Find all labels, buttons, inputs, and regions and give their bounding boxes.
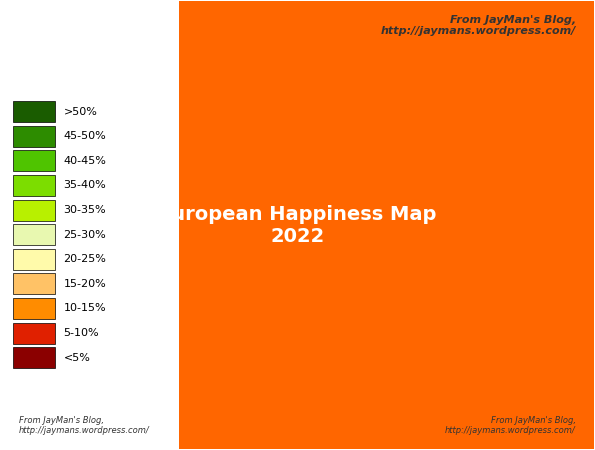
FancyBboxPatch shape xyxy=(13,101,55,122)
Text: 45-50%: 45-50% xyxy=(64,131,107,141)
Text: European Happiness Map
2022: European Happiness Map 2022 xyxy=(158,204,437,246)
FancyBboxPatch shape xyxy=(13,175,55,196)
FancyBboxPatch shape xyxy=(13,224,55,245)
Text: 5-10%: 5-10% xyxy=(64,328,99,338)
FancyBboxPatch shape xyxy=(179,1,594,449)
Text: <5%: <5% xyxy=(64,353,90,363)
FancyBboxPatch shape xyxy=(13,323,55,343)
FancyBboxPatch shape xyxy=(13,150,55,171)
Text: >50%: >50% xyxy=(64,107,98,117)
Text: From JayMan's Blog,
http://jaymans.wordpress.com/: From JayMan's Blog, http://jaymans.wordp… xyxy=(380,15,576,36)
Text: 15-20%: 15-20% xyxy=(64,279,107,289)
FancyBboxPatch shape xyxy=(13,200,55,220)
FancyBboxPatch shape xyxy=(13,298,55,319)
FancyBboxPatch shape xyxy=(13,249,55,270)
FancyBboxPatch shape xyxy=(13,126,55,147)
Text: From JayMan's Blog,
http://jaymans.wordpress.com/: From JayMan's Blog, http://jaymans.wordp… xyxy=(19,416,150,435)
Text: From JayMan's Blog,
http://jaymans.wordpress.com/: From JayMan's Blog, http://jaymans.wordp… xyxy=(445,416,576,435)
FancyBboxPatch shape xyxy=(13,274,55,294)
Text: 25-30%: 25-30% xyxy=(64,230,107,240)
Text: 10-15%: 10-15% xyxy=(64,303,106,314)
Text: 30-35%: 30-35% xyxy=(64,205,106,215)
Text: 20-25%: 20-25% xyxy=(64,254,107,264)
FancyBboxPatch shape xyxy=(13,347,55,368)
Text: 40-45%: 40-45% xyxy=(64,156,107,166)
Text: 35-40%: 35-40% xyxy=(64,180,107,190)
